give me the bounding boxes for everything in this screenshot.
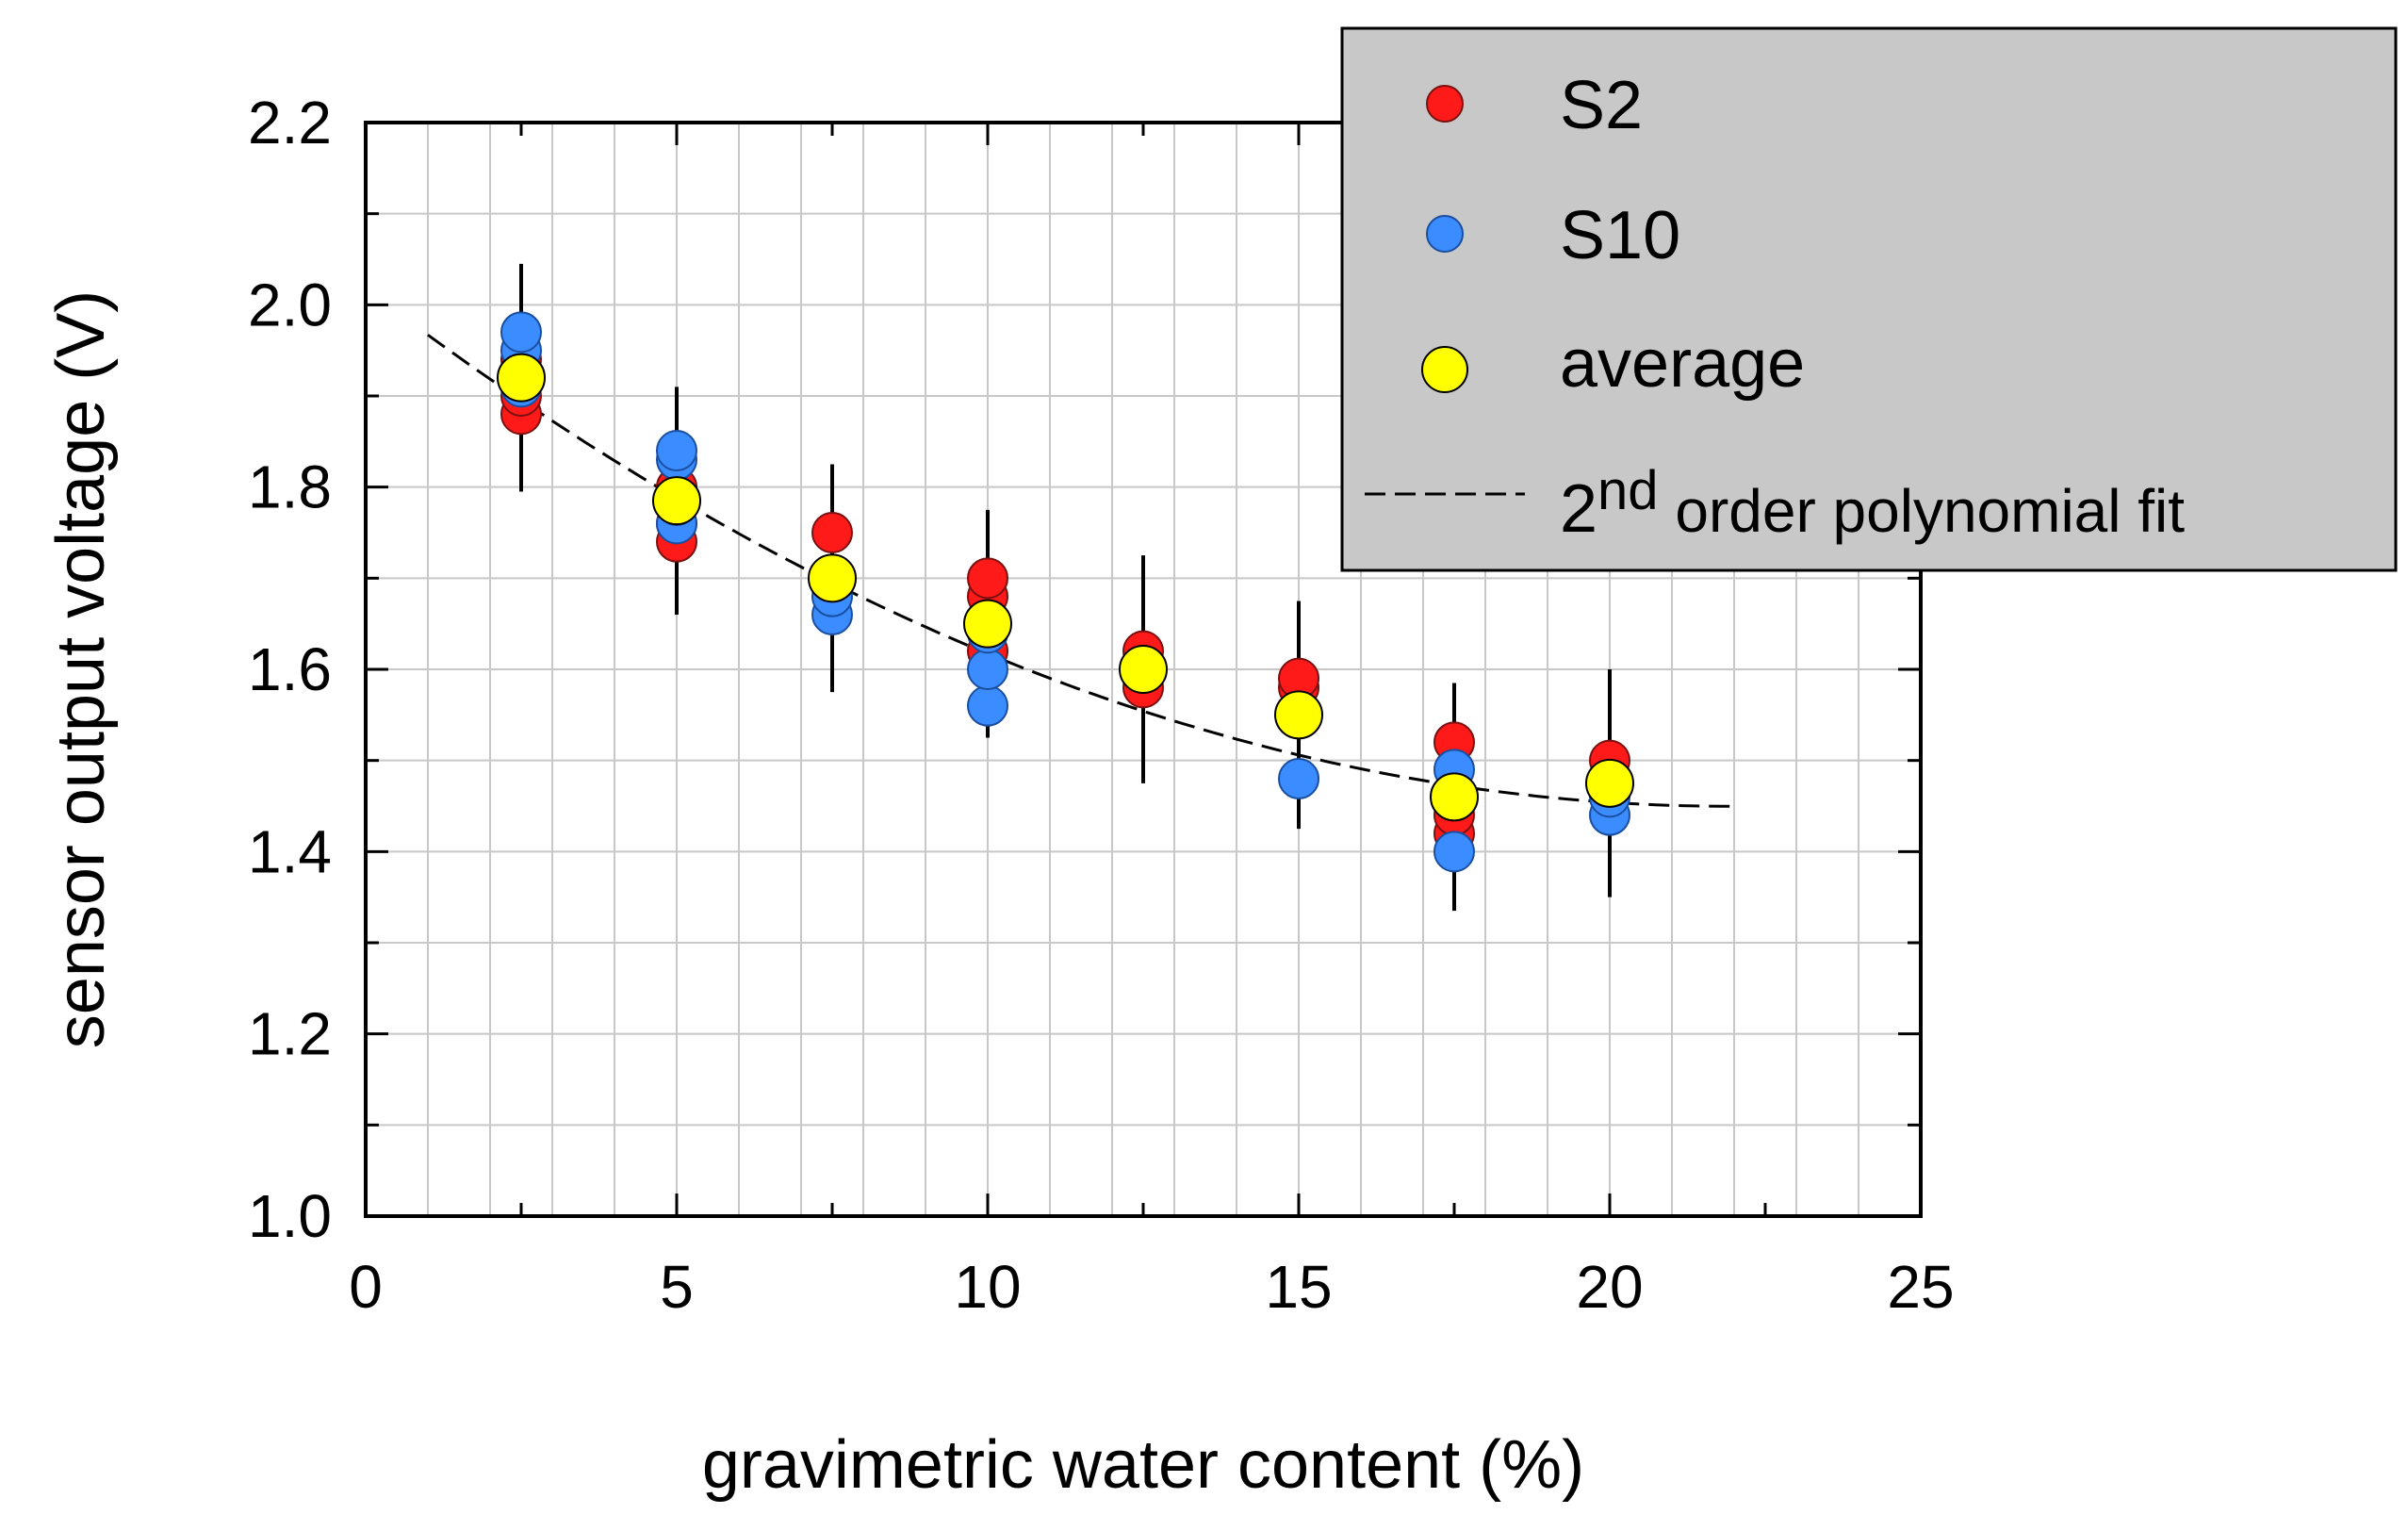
legend: S2 S10 average 2nd order polynomial fit bbox=[1340, 26, 2398, 572]
legend-fit-main: 2 bbox=[1560, 471, 1597, 547]
legend-fit-label: 2nd order polynomial fit bbox=[1560, 460, 2185, 547]
s2-point bbox=[967, 557, 1008, 600]
legend-s10-marker bbox=[1426, 215, 1464, 253]
legend-average-marker bbox=[1421, 346, 1468, 393]
y-tick-label: 1.0 bbox=[248, 1182, 332, 1250]
legend-average-label: average bbox=[1560, 326, 1805, 402]
legend-fit-rest: order polynomial fit bbox=[1659, 477, 2186, 545]
y-tick-label: 2.0 bbox=[248, 271, 332, 338]
x-tick-label: 15 bbox=[1265, 1253, 1332, 1321]
s10-point bbox=[1278, 758, 1319, 799]
average-point bbox=[652, 476, 701, 526]
s2-point bbox=[811, 512, 853, 553]
average-point bbox=[1430, 772, 1479, 822]
legend-s2-label: S2 bbox=[1560, 68, 1643, 143]
average-point bbox=[497, 353, 546, 403]
average-point bbox=[808, 553, 857, 603]
s10-point bbox=[967, 684, 1008, 727]
s10-point bbox=[656, 430, 697, 471]
s10-point bbox=[500, 311, 542, 354]
y-tick-label: 1.2 bbox=[248, 1000, 332, 1068]
tick-labels: 0 5 10 15 20 25 1.0 1.2 1.4 1.6 1.8 2.0 2.2 bbox=[248, 89, 1955, 1321]
x-tick-label: 5 bbox=[660, 1253, 694, 1321]
legend-s2-marker bbox=[1426, 85, 1464, 123]
average-point bbox=[963, 599, 1012, 649]
y-tick-label: 1.8 bbox=[248, 453, 332, 521]
legend-fit-sup: nd bbox=[1597, 460, 1659, 521]
average-point bbox=[1585, 758, 1634, 808]
x-axis-title: gravimetric water content (%) bbox=[702, 1427, 1584, 1503]
axis-ticks bbox=[364, 121, 1923, 1218]
x-tick-label: 0 bbox=[349, 1253, 383, 1321]
series-average bbox=[497, 353, 1634, 822]
y-tick-label: 1.6 bbox=[248, 635, 332, 703]
polynomial-fit-line bbox=[427, 334, 1734, 808]
x-tick-label: 25 bbox=[1887, 1253, 1954, 1321]
legend-box bbox=[1340, 26, 2398, 572]
average-point bbox=[1119, 645, 1168, 694]
s10-point bbox=[1433, 831, 1475, 873]
x-tick-label: 10 bbox=[954, 1253, 1021, 1321]
average-point bbox=[1274, 690, 1323, 740]
x-tick-label: 20 bbox=[1576, 1253, 1643, 1321]
legend-s10-label: S10 bbox=[1560, 198, 1680, 273]
y-tick-label: 1.4 bbox=[248, 817, 332, 885]
s10-point bbox=[967, 649, 1008, 690]
y-axis-title: sensor output voltage (V) bbox=[43, 290, 119, 1048]
y-tick-label: 2.2 bbox=[248, 89, 332, 156]
